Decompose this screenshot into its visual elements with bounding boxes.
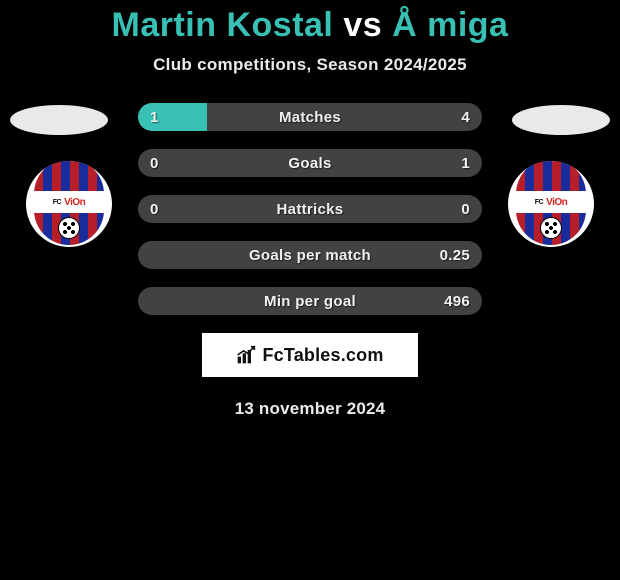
stat-right-value: 496: [444, 287, 470, 315]
stat-row: 0Goals1: [138, 149, 482, 177]
comparison-content: FC ViOn FC ViOn 1Matches40Goals10Hattric…: [0, 103, 620, 419]
comparison-title: Martin Kostal vs Å miga: [0, 0, 620, 45]
badge-fc: FC: [53, 199, 61, 206]
brand-box[interactable]: FcTables.com: [202, 333, 418, 377]
stat-row: Goals per match0.25: [138, 241, 482, 269]
player1-oval-icon: [10, 105, 108, 135]
brand-text: FcTables.com: [262, 345, 383, 366]
stat-label: Matches: [138, 103, 482, 131]
stat-label: Goals: [138, 149, 482, 177]
badge-fc: FC: [535, 199, 543, 206]
stat-label: Hattricks: [138, 195, 482, 223]
date-text: 13 november 2024: [0, 399, 620, 419]
stat-right-value: 0: [461, 195, 470, 223]
stat-row: 1Matches4: [138, 103, 482, 131]
player2-name: Å miga: [392, 6, 508, 44]
stat-right-value: 4: [461, 103, 470, 131]
vs-text: vs: [343, 6, 382, 44]
subtitle: Club competitions, Season 2024/2025: [0, 55, 620, 75]
player1-name: Martin Kostal: [112, 6, 334, 44]
player1-club-badge-icon: FC ViOn: [26, 161, 112, 247]
player2-oval-icon: [512, 105, 610, 135]
brand-logo-icon: [236, 345, 256, 365]
stat-label: Goals per match: [138, 241, 482, 269]
badge-name: ViOn: [546, 197, 567, 208]
player2-club-badge-icon: FC ViOn: [508, 161, 594, 247]
stat-label: Min per goal: [138, 287, 482, 315]
stat-bars: 1Matches40Goals10Hattricks0Goals per mat…: [138, 103, 482, 315]
stat-row: 0Hattricks0: [138, 195, 482, 223]
stat-right-value: 1: [461, 149, 470, 177]
stat-row: Min per goal496: [138, 287, 482, 315]
badge-name: ViOn: [64, 197, 85, 208]
stat-right-value: 0.25: [440, 241, 470, 269]
